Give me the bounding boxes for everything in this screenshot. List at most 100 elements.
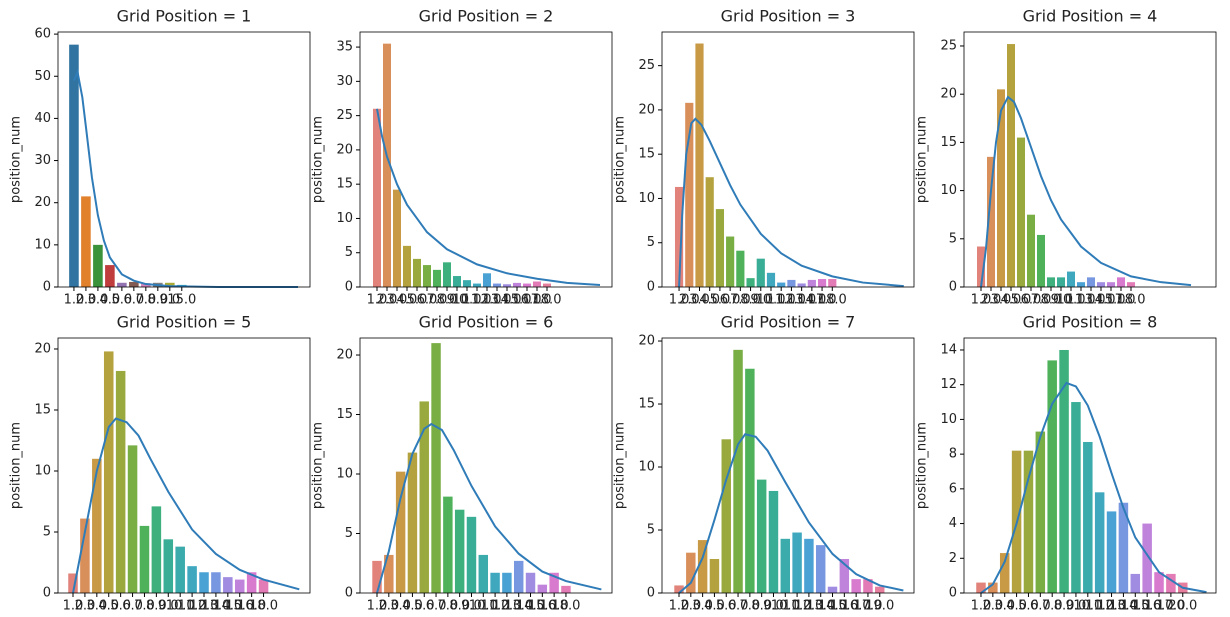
subplot-title: Grid Position = 2	[419, 7, 554, 26]
x-tick-label: 5.0	[716, 599, 737, 614]
y-tick-label: 0	[949, 280, 957, 295]
x-tick-label: 14.0	[1087, 293, 1116, 308]
x-tick-label: 10.0	[771, 599, 800, 614]
x-tick-label: 7.0	[438, 599, 459, 614]
bar	[483, 273, 491, 287]
y-tick-label: 0	[949, 586, 957, 601]
bar	[384, 554, 394, 593]
y-axis-label: position_num	[613, 422, 628, 509]
axes-frame	[57, 337, 311, 594]
y-tick-label: 0	[43, 280, 51, 295]
y-tick-label: 0	[647, 586, 655, 601]
bar	[117, 282, 127, 287]
y-tick-label: 20	[638, 334, 655, 349]
y-tick-label: 10	[638, 460, 655, 475]
x-tick-label: 3.0	[689, 293, 710, 308]
bar	[686, 552, 696, 593]
axes-frame	[57, 31, 311, 288]
y-tick-label: 2	[949, 551, 957, 566]
bar	[165, 282, 175, 287]
bar	[69, 44, 79, 288]
bar	[1130, 573, 1141, 593]
bar	[797, 283, 806, 287]
y-tick-label: 35	[336, 40, 353, 55]
bar	[372, 560, 382, 593]
x-tick-label: 2.0	[377, 293, 398, 308]
bar	[1094, 492, 1105, 593]
x-tick-label: 14.0	[516, 599, 545, 614]
bar	[787, 279, 796, 287]
bar	[537, 584, 548, 593]
bar	[403, 245, 411, 287]
y-tick-label: 30	[336, 74, 353, 89]
bar	[987, 156, 995, 287]
x-tick-label: 3.0	[86, 599, 107, 614]
y-axis-label: position_num	[613, 116, 628, 203]
x-tick-label: 7.0	[730, 293, 751, 308]
bar	[863, 579, 873, 593]
x-tick-label: 13.0	[1077, 293, 1106, 308]
fit-curve	[980, 95, 1192, 288]
bar	[804, 538, 814, 593]
x-tick-label: 9.0	[447, 293, 468, 308]
bar	[674, 186, 684, 287]
x-tick-label: 13.0	[504, 599, 533, 614]
y-tick-label: 10	[336, 467, 353, 482]
x-tick-label: 8.0	[751, 599, 772, 614]
y-tick-label: 10	[34, 463, 51, 478]
fit-curve	[678, 433, 904, 594]
bar	[523, 283, 531, 287]
x-tick-label: 18.0	[249, 599, 278, 614]
bar	[976, 582, 986, 593]
y-tick-label: 20	[336, 348, 353, 363]
bar	[211, 572, 221, 593]
y-tick-label: 5	[345, 526, 353, 541]
y-tick-label: 0	[345, 586, 353, 601]
x-tick-label: 8.0	[437, 293, 458, 308]
x-tick-label: 1.0	[971, 293, 992, 308]
x-tick-label: 16.0	[513, 293, 542, 308]
fit-curve	[72, 417, 300, 594]
bar	[473, 283, 481, 287]
y-tick-label: 15	[638, 397, 655, 412]
bar	[726, 236, 735, 287]
bar	[736, 250, 745, 287]
x-tick-label: 1.0	[971, 599, 992, 614]
bar	[151, 506, 162, 593]
x-tick-label: 8.0	[740, 293, 761, 308]
x-tick-label: 13.0	[1109, 599, 1138, 614]
bar	[466, 516, 477, 593]
bar	[756, 258, 765, 287]
bar	[513, 560, 524, 593]
axes-frame	[359, 31, 613, 288]
y-axis-label: position_num	[915, 422, 930, 509]
bar	[1047, 360, 1057, 593]
x-tick-label: 7.0	[134, 599, 155, 614]
x-tick-label: 11.0	[481, 599, 510, 614]
bar	[721, 439, 731, 593]
x-tick-label: 2.0	[981, 293, 1002, 308]
x-tick-label: 15.0	[1097, 293, 1126, 308]
x-tick-label: 18.0	[818, 293, 847, 308]
x-tick-label: 10.0	[757, 293, 786, 308]
bar	[1107, 282, 1115, 287]
x-tick-label: 8.0	[1054, 599, 1075, 614]
bar	[463, 280, 471, 287]
x-tick-label: 10.0	[1073, 599, 1102, 614]
x-tick-label: 2.0	[76, 293, 97, 308]
x-tick-label: 5.0	[414, 599, 435, 614]
bar	[549, 572, 559, 593]
subplot-title: Grid Position = 7	[721, 313, 856, 332]
bar	[1087, 277, 1095, 287]
x-tick-label: 4.0	[98, 599, 119, 614]
bar	[756, 479, 767, 593]
axes-frame	[661, 31, 915, 288]
bar	[68, 573, 78, 593]
y-tick-label: 50	[34, 69, 51, 84]
x-tick-label: 16.0	[842, 599, 871, 614]
axes-frame	[963, 337, 1217, 594]
y-axis-label: position_num	[311, 116, 326, 203]
bar	[1035, 431, 1046, 593]
x-tick-label: 4.0	[397, 293, 418, 308]
x-tick-label: 12.0	[1097, 599, 1126, 614]
